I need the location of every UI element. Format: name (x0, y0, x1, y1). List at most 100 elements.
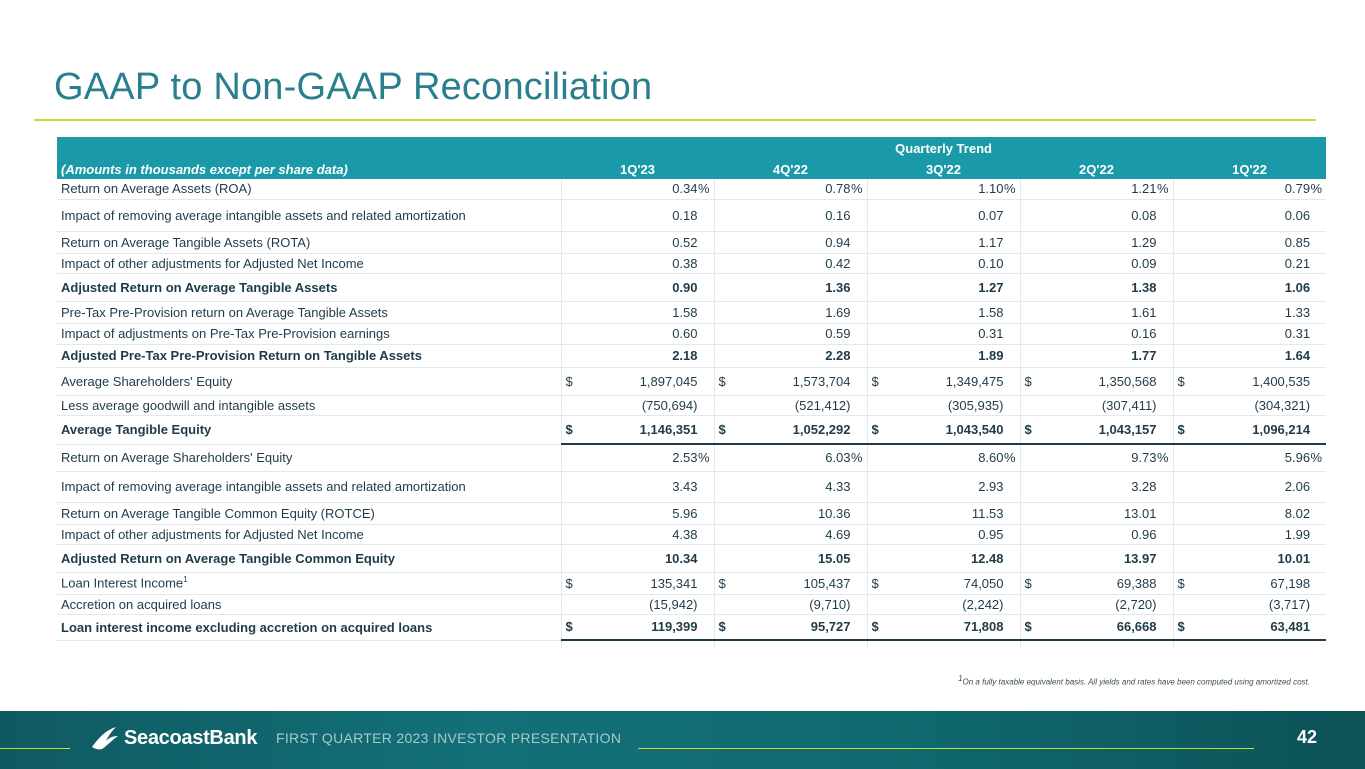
presentation-title: FIRST QUARTER 2023 INVESTOR PRESENTATION (276, 730, 622, 746)
row-label: Adjusted Pre-Tax Pre-Provision Return on… (57, 344, 561, 368)
wave-logo-icon (92, 727, 118, 750)
footnote: 1On a fully taxable equivalent basis. Al… (958, 674, 1310, 687)
currency-symbol (1019, 444, 1036, 472)
cell-value: 1.61 (1036, 301, 1173, 324)
cell-value: 13.01 (1036, 502, 1173, 525)
cell-value: 9.73% (1036, 444, 1173, 472)
currency-symbol (1172, 272, 1189, 302)
currency-symbol (713, 272, 730, 302)
currency-symbol: $ (713, 414, 730, 445)
percent-sign: % (850, 181, 863, 197)
cell-value: 2.06 (1189, 471, 1327, 503)
cell-value: (305,935) (883, 395, 1020, 416)
footer-rule-right (638, 748, 1254, 749)
currency-symbol (713, 544, 730, 573)
currency-symbol (713, 199, 730, 232)
currency-symbol (1019, 594, 1036, 615)
currency-symbol (560, 301, 577, 324)
period-header: 1Q'22 (1173, 159, 1327, 179)
currency-symbol: $ (713, 613, 730, 641)
cell-value: 1.69 (730, 301, 867, 324)
row-label: Pre-Tax Pre-Provision return on Average … (57, 301, 561, 324)
currency-symbol (1019, 344, 1036, 368)
row-label: Impact of other adjustments for Adjusted… (57, 524, 561, 545)
cell-value: 0.42 (730, 253, 867, 274)
percent-sign: % (1156, 450, 1169, 466)
cell-value: 0.90 (577, 272, 714, 302)
currency-symbol: $ (866, 367, 883, 396)
currency-symbol (1019, 502, 1036, 525)
cell-value: 5.96% (1189, 444, 1327, 472)
cell-value: (9,710) (730, 594, 867, 615)
currency-symbol: $ (1172, 572, 1189, 595)
currency-symbol: $ (866, 572, 883, 595)
cell-value: 0.52 (577, 231, 714, 254)
currency-symbol (866, 471, 883, 503)
currency-symbol (713, 471, 730, 503)
percent-sign: % (697, 450, 710, 466)
percent-sign: % (1310, 450, 1323, 466)
cell-value: 4.33 (730, 471, 867, 503)
currency-symbol (1172, 179, 1189, 200)
currency-symbol (1172, 594, 1189, 615)
currency-symbol (560, 594, 577, 615)
cell-value: 0.08 (1036, 199, 1173, 232)
cell-value: 0.85 (1189, 231, 1327, 254)
cell-value: 6.03% (730, 444, 867, 472)
cell-value: 3.28 (1036, 471, 1173, 503)
quarterly-trend-header: Quarterly Trend (561, 137, 1327, 159)
currency-symbol (1019, 179, 1036, 200)
table-row: Return on Average Tangible Common Equity… (57, 502, 1327, 525)
cell-value: 0.18 (577, 199, 714, 232)
cell-value: 0.79% (1189, 179, 1327, 200)
period-header: 4Q'22 (714, 159, 867, 179)
currency-symbol (713, 231, 730, 254)
currency-symbol (866, 199, 883, 232)
currency-symbol (1019, 524, 1036, 545)
cell-value: 0.31 (1189, 323, 1327, 345)
table-row: Adjusted Return on Average Tangible Asse… (57, 272, 1327, 302)
cell-value: 1.58 (883, 301, 1020, 324)
cell-value: 0.95 (883, 524, 1020, 545)
cell-value: 1,400,535 (1189, 367, 1327, 396)
percent-sign: % (1156, 181, 1169, 197)
table-row: Impact of other adjustments for Adjusted… (57, 524, 1327, 545)
cell-value: 1.99 (1189, 524, 1327, 545)
seacoast-logo: SeacoastBank (90, 725, 257, 751)
table-row: Loan Interest Income1 $135,341 $105,437 $74… (57, 572, 1327, 595)
cell-value: (2,720) (1036, 594, 1173, 615)
currency-symbol (1172, 199, 1189, 232)
table-row: Return on Average Tangible Assets (ROTA)… (57, 231, 1327, 254)
cell-value: 1.58 (577, 301, 714, 324)
currency-symbol: $ (713, 367, 730, 396)
currency-symbol (866, 323, 883, 345)
cell-value: 1.38 (1036, 272, 1173, 302)
cell-value: 0.94 (730, 231, 867, 254)
row-label: Impact of adjustments on Pre-Tax Pre-Pro… (57, 323, 561, 345)
table-row: Adjusted Pre-Tax Pre-Provision Return on… (57, 344, 1327, 368)
cell-value: 0.38 (577, 253, 714, 274)
currency-symbol (1172, 471, 1189, 503)
currency-symbol: $ (1019, 414, 1036, 445)
table-row: Impact of removing average intangible as… (57, 199, 1327, 232)
cell-value: 1.89 (883, 344, 1020, 368)
currency-symbol (866, 544, 883, 573)
currency-symbol (560, 395, 577, 416)
row-label: Return on Average Tangible Assets (ROTA) (57, 231, 561, 254)
cell-value: 2.93 (883, 471, 1020, 503)
currency-symbol (1019, 301, 1036, 324)
table-row: Impact of adjustments on Pre-Tax Pre-Pro… (57, 323, 1327, 345)
row-label: Average Shareholders' Equity (57, 367, 561, 396)
cell-value: 13.97 (1036, 544, 1173, 573)
cell-value: 5.96 (577, 502, 714, 525)
period-header: 2Q'22 (1020, 159, 1173, 179)
cell-value: (521,412) (730, 395, 867, 416)
cell-value: 4.38 (577, 524, 714, 545)
cell-value: 119,399 (577, 613, 714, 641)
currency-symbol (560, 323, 577, 345)
row-label: Adjusted Return on Average Tangible Asse… (57, 273, 561, 302)
row-label: Impact of other adjustments for Adjusted… (57, 253, 561, 274)
cell-value: 1,897,045 (577, 367, 714, 396)
cell-value: 15.05 (730, 544, 867, 573)
cell-value: 63,481 (1189, 613, 1327, 641)
